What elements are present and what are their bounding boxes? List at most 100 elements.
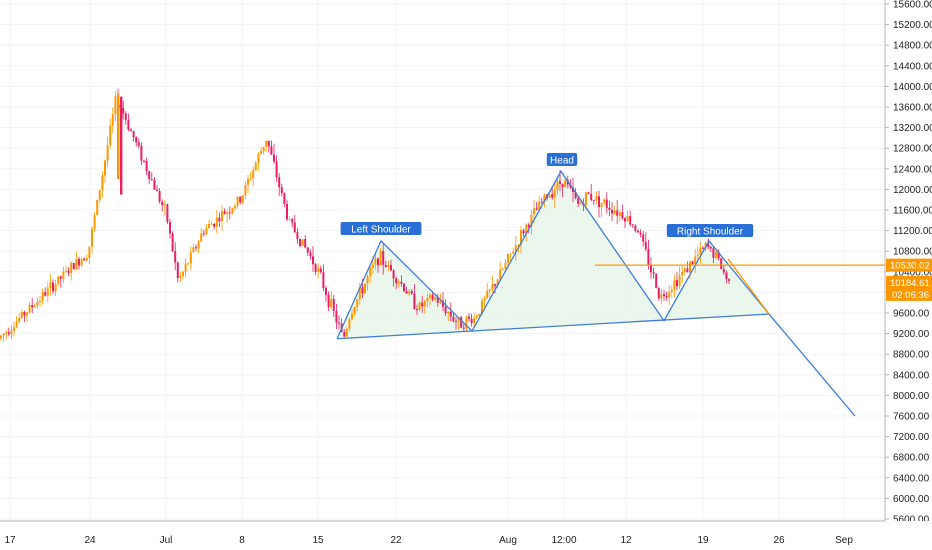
candle <box>330 290 333 310</box>
candle <box>288 216 291 221</box>
candle <box>416 304 418 315</box>
candle <box>304 235 307 249</box>
candle <box>332 294 335 317</box>
candle <box>460 315 463 328</box>
candle <box>717 249 720 261</box>
candle <box>496 278 499 289</box>
candle <box>26 311 28 323</box>
candle <box>707 238 710 250</box>
left-shoulder-label: Left Shoulder <box>340 222 422 236</box>
candle <box>501 267 504 271</box>
candle <box>626 210 629 222</box>
candle <box>678 266 681 289</box>
candle <box>291 217 294 228</box>
candle <box>236 196 239 209</box>
candle <box>611 202 613 222</box>
candle <box>618 209 621 223</box>
x-tick-label: 19 <box>697 535 709 546</box>
head-fill <box>472 171 664 332</box>
candle <box>353 306 356 317</box>
candle <box>668 285 671 306</box>
candle <box>0 334 2 341</box>
neckline <box>336 313 770 340</box>
candle <box>189 246 192 271</box>
candle <box>18 312 21 324</box>
candle <box>91 226 93 254</box>
candle <box>673 274 676 298</box>
candle <box>605 192 608 214</box>
x-tick-label: 12 <box>620 535 632 546</box>
candle <box>254 160 257 172</box>
candle <box>712 246 715 263</box>
candle <box>535 202 538 211</box>
candle <box>23 310 26 323</box>
candle <box>390 259 392 272</box>
candle <box>70 260 73 281</box>
candle <box>109 118 112 149</box>
candle <box>163 200 166 216</box>
candle <box>228 206 231 220</box>
candle <box>392 269 395 287</box>
candle <box>210 221 213 225</box>
candle <box>429 292 431 306</box>
y-tick-label: 13200.00 <box>893 123 932 134</box>
candle <box>96 199 99 216</box>
candle <box>244 181 247 199</box>
candle <box>616 200 619 225</box>
candle <box>197 239 200 254</box>
candle <box>7 327 10 337</box>
candle <box>202 229 205 237</box>
last-price-tag: 10184.61 02:06:36 <box>886 275 932 301</box>
x-tick-label: 15 <box>312 535 324 546</box>
candle <box>33 302 36 308</box>
candle <box>257 152 260 171</box>
candle <box>470 313 473 327</box>
candle <box>182 270 184 280</box>
y-tick-label: 6400.00 <box>893 473 930 484</box>
candle <box>595 190 598 205</box>
candle <box>54 279 57 296</box>
candle <box>275 155 278 182</box>
candle <box>335 304 338 330</box>
candle <box>488 288 491 300</box>
candle <box>694 249 697 273</box>
candle <box>249 171 252 182</box>
candle <box>642 230 645 247</box>
candle <box>156 184 158 192</box>
pattern-path <box>336 170 856 417</box>
x-axis[interactable]: 17 24 Jul 8 15 22 Aug 12:00 12 19 26 Sep <box>0 520 932 550</box>
candle <box>57 276 60 287</box>
candle <box>462 322 465 332</box>
candle <box>644 232 647 252</box>
x-tick-label: 24 <box>84 535 96 546</box>
candle <box>574 188 577 200</box>
candle <box>322 264 325 292</box>
candle <box>551 187 554 200</box>
candle <box>184 258 187 278</box>
candle <box>387 260 390 272</box>
projection-line <box>727 258 770 315</box>
candle <box>418 301 421 312</box>
y-tick-label: 9200.00 <box>893 329 930 340</box>
candle <box>262 146 265 155</box>
head-label: Head <box>546 153 578 167</box>
candle <box>231 207 234 215</box>
candle <box>494 283 496 294</box>
candle <box>637 229 639 233</box>
candle <box>613 206 616 216</box>
candle <box>444 299 447 316</box>
right-shoulder-text: Right Shoulder <box>677 227 744 238</box>
candle <box>384 260 387 268</box>
candle <box>397 279 400 289</box>
candle <box>369 264 372 283</box>
candle <box>296 228 299 244</box>
candle <box>215 210 218 234</box>
candle <box>660 289 663 304</box>
x-tick-label: Jul <box>160 535 173 546</box>
candle <box>20 309 23 320</box>
candle <box>317 263 320 279</box>
y-tick-label: 15200.00 <box>893 20 932 31</box>
candle <box>423 299 426 314</box>
candle <box>49 273 52 296</box>
